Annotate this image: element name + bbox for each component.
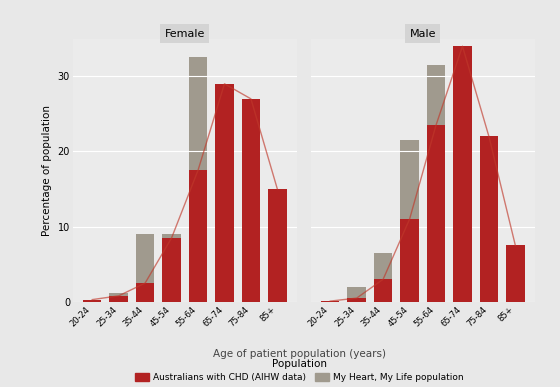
Bar — [83, 300, 101, 302]
Title: Female: Female — [165, 29, 205, 39]
Bar — [374, 253, 393, 302]
Bar — [427, 65, 445, 302]
Bar — [480, 137, 498, 302]
Bar — [215, 106, 234, 302]
Bar — [400, 140, 419, 302]
Bar — [374, 279, 393, 302]
Y-axis label: Percentage of population: Percentage of population — [42, 105, 52, 236]
Bar — [136, 234, 155, 302]
Bar — [189, 58, 207, 302]
Bar — [480, 234, 498, 302]
Bar — [453, 46, 472, 302]
Bar — [136, 283, 155, 302]
Bar — [109, 293, 128, 302]
Bar — [427, 125, 445, 302]
Bar — [268, 189, 287, 302]
Bar — [453, 91, 472, 302]
Bar — [506, 245, 525, 302]
Bar — [400, 219, 419, 302]
Bar — [347, 287, 366, 302]
Legend: Australians with CHD (AIHW data), My Heart, My Life population: Australians with CHD (AIHW data), My Hea… — [135, 359, 464, 382]
Bar — [189, 170, 207, 302]
Bar — [242, 99, 260, 302]
Bar — [321, 301, 339, 302]
Bar — [83, 300, 101, 302]
Bar — [162, 238, 181, 302]
Bar — [109, 296, 128, 302]
Bar — [506, 291, 525, 302]
Text: Age of patient population (years): Age of patient population (years) — [213, 349, 386, 359]
Title: Male: Male — [409, 29, 436, 39]
Bar — [242, 242, 260, 302]
Bar — [162, 234, 181, 302]
Bar — [347, 298, 366, 302]
Bar — [215, 84, 234, 302]
